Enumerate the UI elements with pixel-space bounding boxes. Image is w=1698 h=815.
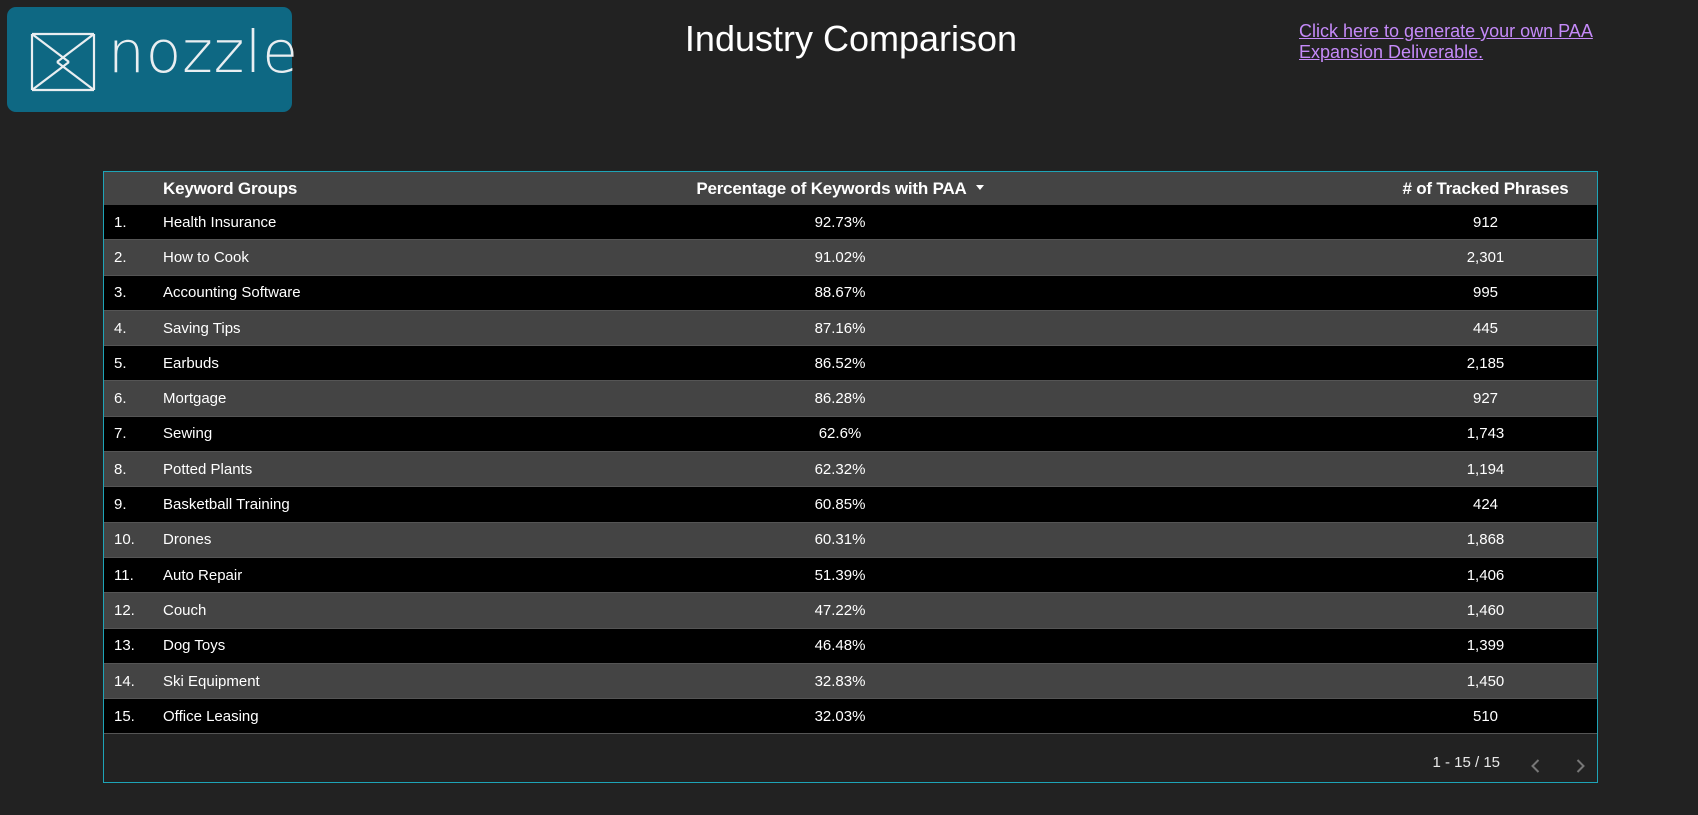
column-header-keyword-groups[interactable]: Keyword Groups bbox=[163, 179, 298, 198]
row-percentage: 60.85% bbox=[814, 496, 866, 514]
nozzle-logo: nozzle bbox=[7, 7, 298, 112]
table-row: 13. Dog Toys 46.48% 1,399 bbox=[104, 628, 1597, 664]
row-keyword-group: Earbuds bbox=[163, 354, 219, 372]
row-rank: 13. bbox=[114, 637, 135, 655]
row-keyword-group: Sewing bbox=[163, 425, 213, 443]
row-rank: 2. bbox=[114, 248, 127, 266]
row-rank: 10. bbox=[114, 531, 135, 549]
column-header-percentage-label: Percentage of Keywords with PAA bbox=[696, 179, 967, 198]
row-percentage: 87.16% bbox=[814, 319, 866, 337]
table-row: 15. Office Leasing 32.03% 510 bbox=[104, 699, 1597, 735]
row-keyword-group: Ski Equipment bbox=[163, 672, 260, 690]
row-rank: 7. bbox=[114, 425, 127, 443]
row-tracked-phrases: 912 bbox=[1472, 213, 1499, 231]
row-tracked-phrases: 995 bbox=[1472, 284, 1499, 302]
table-row: 12. Couch 47.22% 1,460 bbox=[104, 593, 1597, 629]
row-percentage: 86.28% bbox=[814, 390, 866, 408]
row-tracked-phrases: 510 bbox=[1472, 707, 1499, 725]
row-tracked-phrases: 2,301 bbox=[1466, 248, 1505, 266]
row-rank: 15. bbox=[114, 707, 135, 725]
table-row: 9. Basketball Training 60.85% 424 bbox=[104, 487, 1597, 523]
row-rank: 4. bbox=[114, 319, 127, 337]
row-tracked-phrases: 1,743 bbox=[1466, 425, 1505, 443]
row-percentage: 32.03% bbox=[814, 707, 866, 725]
row-percentage: 47.22% bbox=[814, 601, 866, 619]
row-tracked-phrases: 1,450 bbox=[1466, 672, 1505, 690]
table-row: 11. Auto Repair 51.39% 1,406 bbox=[104, 557, 1597, 594]
row-keyword-group: Office Leasing bbox=[163, 707, 259, 725]
row-keyword-group: Potted Plants bbox=[163, 460, 253, 478]
row-percentage: 62.32% bbox=[814, 460, 866, 478]
row-rank: 14. bbox=[114, 672, 135, 690]
column-header-percentage[interactable]: Percentage of Keywords with PAA bbox=[104, 172, 1576, 205]
pagination-range: 1 - 15 / 15 bbox=[1432, 754, 1500, 771]
table-row: 6. Mortgage 86.28% 927 bbox=[104, 381, 1597, 417]
row-percentage: 88.67% bbox=[814, 284, 866, 302]
row-rank: 12. bbox=[114, 601, 135, 619]
pagination: 1 - 15 / 15 bbox=[104, 748, 1597, 782]
row-keyword-group: Health Insurance bbox=[163, 213, 277, 231]
row-tracked-phrases: 1,406 bbox=[1466, 566, 1505, 584]
row-tracked-phrases: 1,399 bbox=[1466, 637, 1505, 655]
nozzle-logo-mark-icon bbox=[30, 32, 96, 92]
row-keyword-group: Mortgage bbox=[163, 390, 227, 408]
table-body: 1. Health Insurance 92.73% 912 2. How to Coo… bbox=[104, 205, 1597, 735]
row-keyword-group: Auto Repair bbox=[163, 566, 243, 584]
row-rank: 11. bbox=[114, 566, 134, 584]
page-title: Industry Comparison bbox=[0, 18, 1698, 60]
industry-comparison-table: Keyword Groups Percentage of Keywords wi… bbox=[103, 171, 1598, 783]
table-row: 1. Health Insurance 92.73% 912 bbox=[104, 205, 1597, 241]
row-tracked-phrases: 1,460 bbox=[1466, 601, 1505, 619]
row-tracked-phrases: 1,868 bbox=[1466, 531, 1505, 549]
row-tracked-phrases: 1,194 bbox=[1466, 460, 1505, 478]
table-row: 10. Drones 60.31% 1,868 bbox=[104, 522, 1597, 558]
table-row: 14. Ski Equipment 32.83% 1,450 bbox=[104, 663, 1597, 700]
page-title-text: Industry Comparison bbox=[684, 18, 1018, 59]
chevron-right-icon[interactable] bbox=[1570, 756, 1590, 776]
row-rank: 8. bbox=[114, 460, 127, 478]
table-row: 7. Sewing 62.6% 1,743 bbox=[104, 416, 1597, 453]
row-rank: 6. bbox=[114, 390, 127, 408]
row-keyword-group: Accounting Software bbox=[163, 284, 301, 302]
row-keyword-group: Drones bbox=[163, 531, 212, 549]
row-rank: 5. bbox=[114, 354, 127, 372]
row-keyword-group: Dog Toys bbox=[163, 637, 226, 655]
table-row: 8. Potted Plants 62.32% 1,194 bbox=[104, 452, 1597, 488]
row-rank: 9. bbox=[114, 496, 127, 514]
row-percentage: 46.48% bbox=[814, 637, 866, 655]
row-percentage: 62.6% bbox=[818, 425, 862, 443]
row-tracked-phrases: 2,185 bbox=[1466, 354, 1505, 372]
row-keyword-group: Basketball Training bbox=[163, 496, 290, 514]
table-row: 5. Earbuds 86.52% 2,185 bbox=[104, 346, 1597, 382]
sort-descending-icon bbox=[975, 185, 984, 191]
row-percentage: 51.39% bbox=[814, 566, 866, 584]
logo-wordmark: nozzle bbox=[108, 18, 299, 86]
row-percentage: 92.73% bbox=[814, 213, 866, 231]
row-percentage: 91.02% bbox=[814, 248, 866, 266]
row-keyword-group: Couch bbox=[163, 601, 207, 619]
row-percentage: 86.52% bbox=[814, 354, 866, 372]
row-tracked-phrases: 927 bbox=[1472, 390, 1499, 408]
row-percentage: 32.83% bbox=[814, 672, 866, 690]
row-percentage: 60.31% bbox=[814, 531, 866, 549]
table-row: 4. Saving Tips 87.16% 445 bbox=[104, 310, 1597, 347]
table-header: Keyword Groups Percentage of Keywords wi… bbox=[104, 172, 1597, 205]
row-rank: 3. bbox=[114, 284, 127, 302]
row-tracked-phrases: 424 bbox=[1472, 496, 1499, 514]
column-header-tracked-phrases[interactable]: # of Tracked Phrases bbox=[1402, 179, 1569, 198]
row-keyword-group: Saving Tips bbox=[163, 319, 241, 337]
chevron-left-icon[interactable] bbox=[1526, 756, 1546, 776]
table-row: 3. Accounting Software 88.67% 995 bbox=[104, 275, 1597, 311]
row-keyword-group: How to Cook bbox=[163, 248, 249, 266]
row-rank: 1. bbox=[114, 213, 127, 231]
generate-deliverable-link[interactable]: Click here to generate your own PAA Expa… bbox=[1299, 21, 1593, 62]
table-row: 2. How to Cook 91.02% 2,301 bbox=[104, 240, 1597, 276]
row-tracked-phrases: 445 bbox=[1472, 319, 1499, 337]
